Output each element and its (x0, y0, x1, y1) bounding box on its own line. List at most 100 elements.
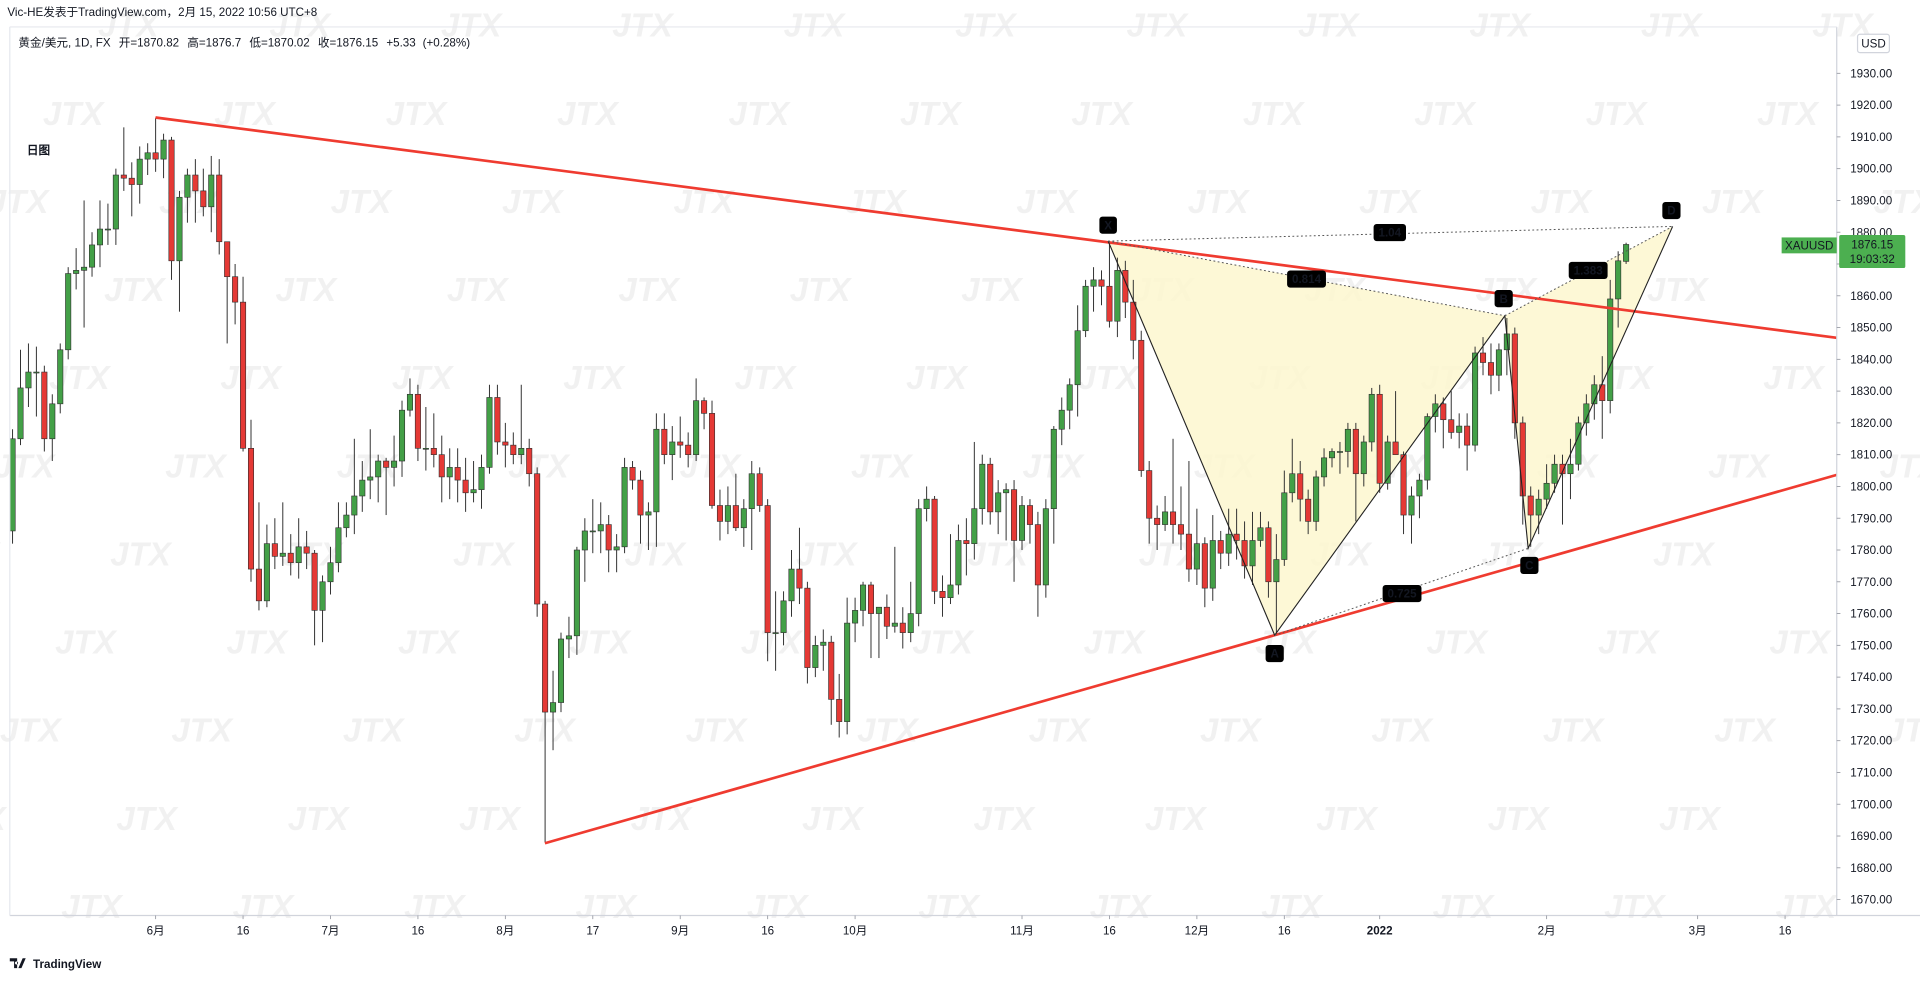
y-tick-label: 1820.00 (1850, 417, 1892, 430)
candle-body (1487, 362, 1494, 376)
candle-body (1527, 495, 1534, 516)
candle-body (860, 584, 867, 611)
candle-body (788, 568, 795, 602)
watermark: JTX (276, 272, 339, 309)
watermark: JTX (441, 8, 504, 45)
watermark: JTX (343, 713, 406, 750)
candle-body (1623, 244, 1630, 262)
close-value: 1876.15 (336, 37, 378, 50)
x-tick-label: 10月 (843, 924, 868, 937)
candle-body (89, 244, 96, 268)
ohlc-label: 收= (318, 36, 337, 50)
candle-body (804, 587, 811, 668)
watermark: JTX (1127, 8, 1190, 45)
candle-body (605, 524, 612, 551)
candle-body (995, 492, 1002, 513)
candle-body (1193, 543, 1200, 570)
candle-body (701, 400, 708, 414)
candle-body (359, 479, 366, 497)
candle-body (1209, 540, 1216, 589)
watermark: JTX (0, 713, 63, 750)
pattern-point-box (1662, 201, 1681, 220)
candle-body (1122, 270, 1129, 303)
candle-body (1162, 511, 1169, 525)
trend-line (544, 473, 1838, 845)
candle-body (1034, 524, 1041, 586)
y-tick-label: 1780.00 (1850, 544, 1892, 557)
currency-box[interactable] (1856, 33, 1891, 54)
ticker-tag (1781, 237, 1837, 254)
candle-body (510, 444, 517, 455)
open-value: 1870.82 (137, 37, 179, 50)
candle-body (1011, 489, 1018, 541)
candle-body (621, 467, 628, 548)
candle-body (1575, 422, 1582, 465)
candle-body (1090, 279, 1097, 287)
candle-body (494, 397, 501, 443)
candle-body (685, 444, 692, 455)
watermark: JTX (1873, 184, 1920, 221)
candle-body (613, 546, 620, 551)
candle-body (287, 552, 294, 564)
last-price: 1876.15 (1851, 238, 1893, 251)
candle-body (1313, 476, 1320, 522)
candle-body (263, 543, 270, 602)
candle-body (1201, 543, 1208, 589)
watermark: JTX (0, 184, 50, 221)
candle-body (629, 467, 636, 481)
x-tick-label: 16 (237, 924, 250, 937)
pattern-ratio-text: 1.383 (1574, 265, 1604, 278)
watermark: JTX (1090, 889, 1153, 926)
watermark: JTX (227, 625, 290, 662)
currency[interactable]: USD (1861, 38, 1886, 51)
pattern-ratio-text: 1.04 (1378, 227, 1401, 240)
watermark: JTX (961, 272, 1024, 309)
y-tick-label: 1770.00 (1850, 576, 1892, 589)
watermark: JTX (1139, 536, 1202, 573)
candle-body (136, 158, 143, 185)
watermark: JTX (1880, 448, 1920, 485)
candle-body (1607, 298, 1614, 401)
publisher: Vic-HE发表于TradingView.com，2月 15, 2022 10:… (7, 5, 317, 19)
pattern-point: A (1265, 644, 1284, 663)
x-tick-label: 16 (761, 924, 774, 937)
candle-body (852, 610, 859, 624)
x-tick-label: 6月 (147, 924, 165, 937)
watermark: JTX (1188, 184, 1251, 221)
candle-body (1480, 352, 1487, 363)
footer: TradingView (33, 958, 102, 971)
candle-body (1257, 527, 1264, 541)
candle-body (589, 530, 596, 533)
watermark: JTX (918, 889, 981, 926)
watermark: JTX (1708, 448, 1771, 485)
watermark: JTX (967, 536, 1030, 573)
candle-body (1297, 473, 1304, 500)
candle-body (25, 371, 32, 389)
candle-body (796, 568, 803, 589)
watermark: JTX (1071, 96, 1134, 133)
candle-body (446, 467, 453, 478)
candle-body (1058, 409, 1065, 430)
y-tick-label: 1700.00 (1850, 798, 1892, 811)
candle-body (271, 543, 278, 557)
pattern-labels: X A B C D 1.04 0.814 1.383 0.725 (1099, 201, 1681, 663)
y-tick-label: 1850.00 (1850, 322, 1892, 335)
candle-body (486, 397, 493, 468)
countdown: 19:03:32 (1850, 253, 1895, 266)
watermark: JTX (1427, 625, 1490, 662)
watermark: JTX (61, 889, 124, 926)
pattern-point-box (1494, 290, 1513, 308)
watermark: JTX (1714, 713, 1777, 750)
watermark: JTX (1359, 184, 1422, 221)
candle-body (772, 632, 779, 634)
watermark: JTX (1886, 713, 1920, 750)
y-tick-label: 1900.00 (1850, 163, 1892, 176)
candle-body (709, 413, 716, 506)
change: +5.33 (386, 37, 415, 50)
candle-body (414, 393, 421, 449)
y-tick-label: 1750.00 (1850, 639, 1892, 652)
x-tick-label: 11月 (1010, 924, 1034, 937)
watermark: JTX (618, 272, 681, 309)
watermark: JTX (631, 801, 694, 838)
